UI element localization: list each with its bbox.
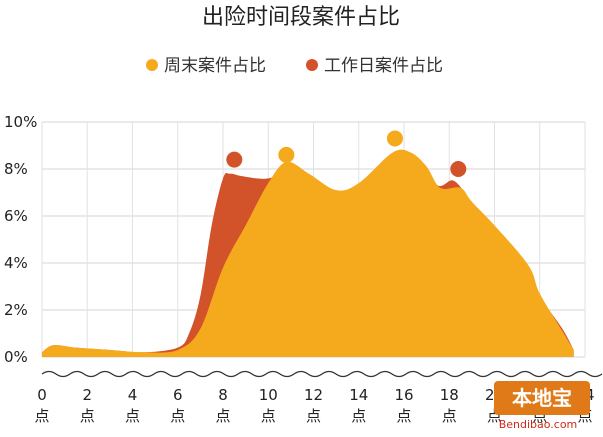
y-axis: 0% 2% 4% 6% 8% 10% (4, 113, 37, 366)
x-tick-label: 14 (349, 386, 368, 404)
peak-marker (278, 146, 295, 163)
x-tick-suffix: 点 (170, 407, 185, 425)
series-area-weekend (42, 149, 574, 357)
x-tick-suffix: 点 (80, 407, 95, 425)
legend-label: 工作日案件占比 (324, 56, 443, 76)
legend-label: 周末案件占比 (164, 56, 266, 76)
y-tick-label: 2% (4, 301, 28, 319)
watermark: 本地宝 Bendibao.com (494, 381, 590, 431)
y-tick-label: 4% (4, 254, 28, 272)
x-axis (41, 370, 603, 378)
plot-areas (42, 149, 574, 357)
x-tick-label: 8 (218, 386, 228, 404)
x-tick-suffix: 点 (261, 407, 276, 425)
x-tick-suffix: 点 (351, 407, 366, 425)
x-tick-suffix: 点 (396, 407, 411, 425)
peak-marker (386, 130, 403, 147)
peak-marker (450, 161, 467, 177)
x-tick-label: 16 (394, 386, 413, 404)
x-tick-label: 4 (128, 386, 138, 404)
x-tick-label: 10 (259, 386, 278, 404)
x-tick-suffix: 点 (306, 407, 321, 425)
x-tick-suffix: 点 (442, 407, 457, 425)
x-axis-line (41, 370, 603, 378)
x-tick-suffix: 点 (125, 407, 140, 425)
peak-markers (226, 130, 467, 177)
watermark-logo-bg (494, 381, 590, 415)
x-tick-label: 0 (37, 386, 47, 404)
x-tick-label: 18 (440, 386, 459, 404)
y-tick-label: 8% (4, 160, 28, 178)
legend: 周末案件占比 工作日案件占比 (146, 56, 443, 76)
chart-title: 出险时间段案件占比 (202, 5, 400, 30)
legend-swatch (306, 59, 318, 71)
y-tick-label: 6% (4, 207, 28, 225)
watermark-url: Bendibao.com (499, 418, 578, 431)
peak-marker (226, 151, 243, 168)
x-tick-suffix: 点 (34, 407, 49, 425)
x-tick-label: 12 (304, 386, 323, 404)
x-tick-label: 6 (173, 386, 183, 404)
x-tick-suffix: 点 (215, 407, 230, 425)
x-tick-label: 2 (82, 386, 92, 404)
y-tick-label: 10% (4, 113, 37, 131)
watermark-logo: 本地宝 (512, 386, 572, 410)
legend-swatch (146, 59, 158, 71)
y-tick-label: 0% (4, 348, 28, 366)
